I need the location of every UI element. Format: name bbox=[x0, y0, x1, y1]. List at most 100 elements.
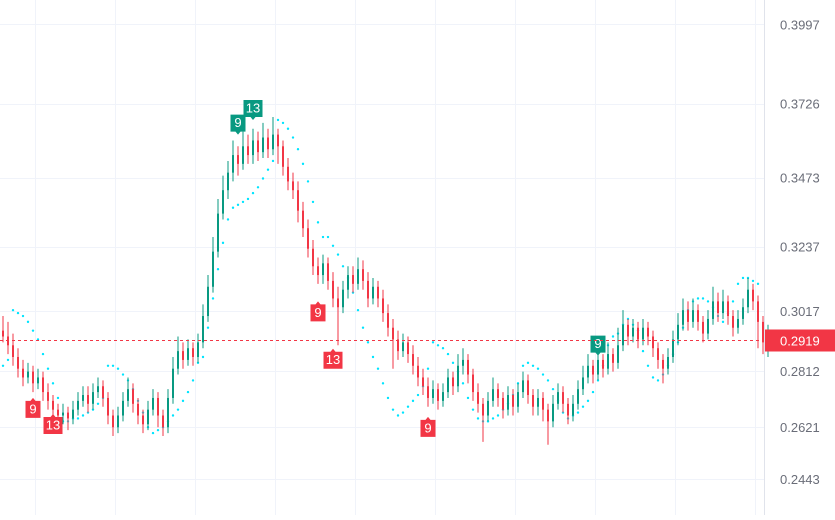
candle-body bbox=[677, 324, 679, 340]
candle-down bbox=[702, 316, 704, 343]
candle-body bbox=[127, 389, 129, 401]
candle-body bbox=[517, 392, 519, 407]
candle-down bbox=[762, 316, 764, 355]
candle-up bbox=[492, 377, 494, 407]
candle-up bbox=[217, 198, 219, 258]
candle-body bbox=[567, 403, 569, 416]
candle-body bbox=[322, 263, 324, 276]
sar-dot bbox=[261, 177, 265, 180]
candle-down bbox=[87, 386, 89, 413]
candle-body bbox=[317, 266, 319, 276]
sar-dot bbox=[336, 253, 340, 256]
candle-body bbox=[592, 365, 594, 375]
current-price-tag[interactable]: 0.2919 bbox=[765, 329, 835, 352]
candle-body bbox=[357, 269, 359, 284]
candle-up bbox=[147, 400, 149, 431]
candle-down bbox=[332, 272, 334, 308]
marker-badge bbox=[310, 301, 326, 322]
candle-down bbox=[427, 377, 429, 407]
candle-down bbox=[602, 354, 604, 378]
candle-up bbox=[242, 131, 244, 170]
candle-up bbox=[402, 333, 404, 357]
sar-dot bbox=[746, 276, 750, 280]
candle-down bbox=[162, 409, 164, 436]
sar-dot bbox=[41, 352, 45, 356]
candle-down bbox=[567, 397, 569, 425]
candle-body bbox=[97, 386, 99, 393]
sar-dot bbox=[191, 379, 195, 382]
candle-down bbox=[112, 409, 114, 436]
sequence-marker-9: 9 bbox=[310, 301, 326, 322]
candle-down bbox=[542, 392, 544, 422]
marker-label: 9 bbox=[29, 401, 36, 416]
sar-dot bbox=[56, 396, 60, 400]
candle-body bbox=[172, 368, 174, 398]
candle-up bbox=[737, 310, 739, 334]
price-tick-label: 0.2812 bbox=[780, 364, 820, 379]
candle-down bbox=[732, 310, 734, 337]
candle-up bbox=[152, 389, 154, 416]
sar-dot bbox=[46, 367, 50, 370]
current-price-badge bbox=[765, 329, 835, 352]
sar-dot bbox=[341, 265, 345, 268]
candle-down bbox=[312, 239, 314, 276]
sar-dot bbox=[536, 367, 540, 370]
candle-up bbox=[207, 275, 209, 322]
candle-up bbox=[272, 117, 274, 156]
candle-body bbox=[427, 386, 429, 398]
sar-dot bbox=[321, 235, 325, 239]
candle-body bbox=[192, 348, 194, 357]
candle-down bbox=[472, 368, 474, 401]
price-tick-label: 0.2621 bbox=[780, 420, 820, 435]
candle-body bbox=[267, 137, 269, 150]
candle-down bbox=[67, 406, 69, 431]
sar-dot bbox=[646, 364, 650, 367]
candle-body bbox=[42, 377, 44, 393]
candle-body bbox=[417, 365, 419, 378]
candle-body bbox=[597, 359, 599, 375]
candle-down bbox=[392, 318, 394, 369]
price-axis[interactable]: 0.3997 0.3726 0.3473 0.3237 0.3017 0.2812 0.26… bbox=[765, 17, 835, 487]
marker-label: 13 bbox=[46, 417, 60, 432]
candle-down bbox=[627, 318, 629, 346]
candle-down bbox=[647, 321, 649, 346]
candle-body bbox=[572, 403, 574, 416]
marker-label: 9 bbox=[234, 115, 241, 130]
candle-up bbox=[577, 380, 579, 410]
sar-dot bbox=[156, 428, 160, 432]
candle-body bbox=[647, 327, 649, 337]
sar-dot bbox=[466, 396, 470, 400]
sar-dot bbox=[736, 282, 740, 286]
candle-body bbox=[437, 389, 439, 401]
candle-up bbox=[227, 160, 229, 199]
candle-body bbox=[92, 392, 94, 404]
candle-body bbox=[477, 392, 479, 404]
sar-dot bbox=[206, 326, 210, 329]
candle-body bbox=[607, 354, 609, 369]
candle-down bbox=[157, 392, 159, 428]
sar-dot bbox=[106, 364, 110, 367]
sar-dot bbox=[291, 136, 295, 139]
candle-body bbox=[337, 298, 339, 308]
marker-badge bbox=[420, 416, 436, 437]
candle-up bbox=[92, 383, 94, 410]
candle-body bbox=[422, 377, 424, 387]
candle-down bbox=[757, 295, 759, 349]
candle-up bbox=[457, 354, 459, 393]
candle-up bbox=[552, 395, 554, 428]
marker-label: 13 bbox=[246, 101, 260, 116]
candle-body bbox=[522, 380, 524, 393]
candle-body bbox=[2, 330, 4, 337]
candle-up bbox=[342, 280, 344, 314]
candle-body bbox=[332, 280, 334, 299]
candle-body bbox=[292, 181, 294, 191]
marker-badge bbox=[43, 413, 63, 434]
sar-dot bbox=[11, 308, 15, 312]
candle-body bbox=[252, 140, 254, 156]
candle-body bbox=[562, 392, 564, 404]
sar-dot bbox=[271, 159, 275, 163]
sar-dot bbox=[381, 382, 385, 385]
sar-dot bbox=[731, 300, 735, 303]
